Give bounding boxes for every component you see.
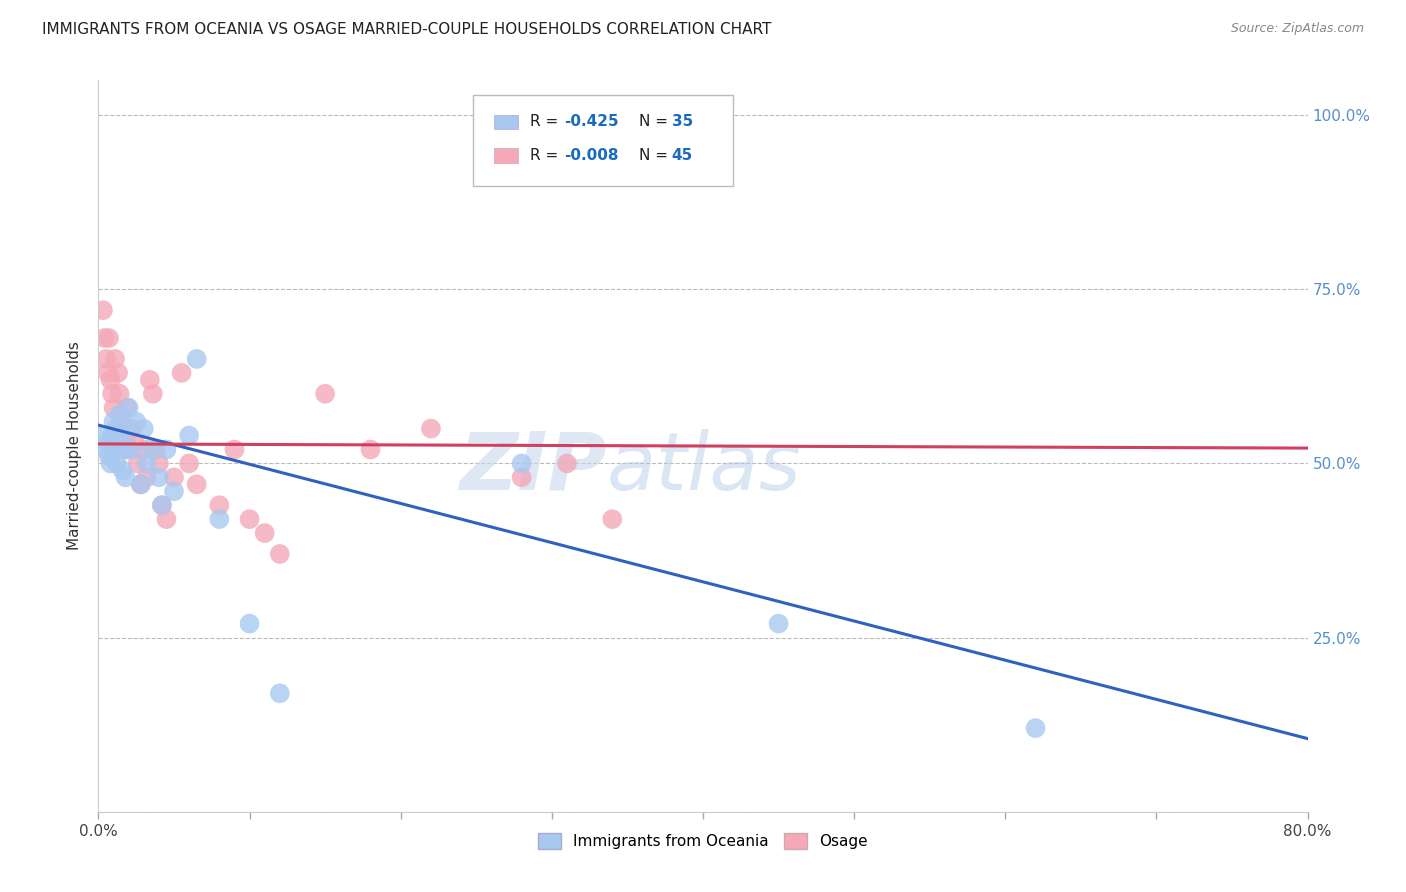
Point <box>269 686 291 700</box>
Point <box>125 415 148 429</box>
Point <box>96 366 118 380</box>
Text: IMMIGRANTS FROM OCEANIA VS OSAGE MARRIED-COUPLE HOUSEHOLDS CORRELATION CHART: IMMIGRANTS FROM OCEANIA VS OSAGE MARRIED… <box>42 22 772 37</box>
Point <box>141 442 163 457</box>
Point <box>108 386 131 401</box>
Point <box>121 421 143 435</box>
FancyBboxPatch shape <box>494 148 517 163</box>
Point <box>186 477 208 491</box>
Point <box>139 373 162 387</box>
Point <box>105 421 128 435</box>
Text: R =: R = <box>530 114 564 129</box>
Point <box>115 401 138 415</box>
Point <box>510 470 533 484</box>
Point <box>96 435 118 450</box>
Text: R =: R = <box>530 148 564 163</box>
Point <box>132 421 155 435</box>
Point <box>118 442 141 457</box>
Point <box>108 408 131 422</box>
Text: atlas: atlas <box>606 429 801 507</box>
Point <box>100 373 122 387</box>
Point <box>224 442 246 457</box>
Text: N =: N = <box>638 148 673 163</box>
Point <box>110 435 132 450</box>
Point <box>103 415 125 429</box>
FancyBboxPatch shape <box>474 95 734 186</box>
Point <box>239 512 262 526</box>
Point <box>104 442 127 457</box>
Point <box>145 442 167 457</box>
Point <box>510 457 533 471</box>
Point <box>111 421 134 435</box>
Point <box>155 442 177 457</box>
Point <box>170 366 193 380</box>
Point <box>129 477 152 491</box>
Point <box>91 428 114 442</box>
Point <box>148 470 170 484</box>
Point <box>115 421 138 435</box>
Point <box>179 428 201 442</box>
Point <box>114 435 136 450</box>
Text: Source: ZipAtlas.com: Source: ZipAtlas.com <box>1230 22 1364 36</box>
Text: ZIP: ZIP <box>458 429 606 507</box>
Point <box>118 401 141 415</box>
Point <box>110 408 132 422</box>
Point <box>104 351 127 366</box>
Point <box>112 442 135 457</box>
Point <box>94 442 117 457</box>
Point <box>93 331 115 345</box>
Point <box>101 386 124 401</box>
Text: 45: 45 <box>672 148 693 163</box>
Point <box>105 457 128 471</box>
Point <box>135 457 157 471</box>
Point <box>768 616 790 631</box>
Point <box>239 616 262 631</box>
Point <box>1024 721 1046 735</box>
Point <box>132 442 155 457</box>
Point <box>121 442 143 457</box>
Point <box>112 442 135 457</box>
Point <box>101 428 124 442</box>
Point <box>111 463 134 477</box>
Point <box>602 512 624 526</box>
FancyBboxPatch shape <box>494 115 517 129</box>
Legend: Immigrants from Oceania, Osage: Immigrants from Oceania, Osage <box>531 827 875 855</box>
Y-axis label: Married-couple Households: Married-couple Households <box>67 342 83 550</box>
Point <box>127 457 149 471</box>
Point <box>107 421 129 435</box>
Point <box>208 498 231 512</box>
Point <box>98 331 121 345</box>
Text: -0.008: -0.008 <box>564 148 619 163</box>
Point <box>163 484 186 499</box>
Text: -0.425: -0.425 <box>564 114 619 129</box>
Point <box>100 457 122 471</box>
Point <box>142 386 165 401</box>
Point <box>420 421 443 435</box>
Point <box>555 457 578 471</box>
Point <box>94 351 117 366</box>
Point <box>155 512 177 526</box>
Text: 35: 35 <box>672 114 693 129</box>
Point <box>208 512 231 526</box>
Point <box>103 401 125 415</box>
Point <box>269 547 291 561</box>
Point <box>150 498 173 512</box>
Point <box>107 366 129 380</box>
Point <box>163 470 186 484</box>
Point <box>124 435 146 450</box>
Point <box>186 351 208 366</box>
Point <box>253 526 276 541</box>
Point <box>150 498 173 512</box>
Point <box>114 470 136 484</box>
Point <box>91 303 114 318</box>
Point <box>314 386 336 401</box>
Point <box>98 450 121 464</box>
Point <box>135 470 157 484</box>
Point <box>148 457 170 471</box>
Point <box>360 442 382 457</box>
Point <box>129 477 152 491</box>
Point <box>179 457 201 471</box>
Text: N =: N = <box>638 114 673 129</box>
